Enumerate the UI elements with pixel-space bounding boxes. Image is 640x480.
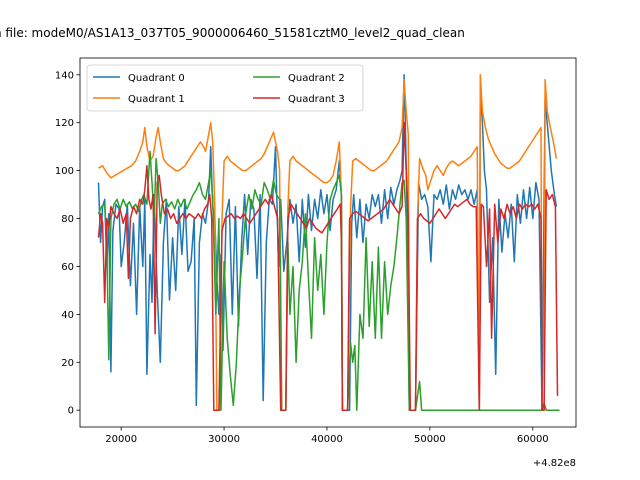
x-tick-label: 40000 — [311, 434, 343, 445]
axes-frame — [79, 57, 577, 428]
x-tick-label: 50000 — [414, 434, 446, 445]
x-axis: 20000 30000 40000 50000 60000 — [105, 427, 549, 445]
legend-label-quadrant-3: Quadrant 3 — [288, 94, 345, 105]
y-tick-label: 80 — [61, 214, 74, 225]
y-tick-label: 60 — [61, 262, 74, 273]
y-axis: 0 20 40 60 80 100 120 140 — [55, 70, 80, 417]
legend-label-quadrant-1: Quadrant 1 — [128, 94, 185, 105]
y-tick-label: 20 — [61, 358, 74, 369]
y-tick-label: 100 — [55, 166, 74, 177]
series-line-quadrant-2 — [97, 150, 560, 411]
x-tick-label: 60000 — [517, 434, 549, 445]
y-tick-label: 140 — [55, 70, 74, 81]
y-tick-label: 120 — [55, 118, 74, 129]
legend: Quadrant 0 Quadrant 1 Quadrant 2 Quadrant 3 — [86, 64, 364, 112]
chart-title: n file: modeM0/AS1A13_037T05_9000006460_… — [0, 26, 465, 40]
y-tick-label: 0 — [68, 406, 74, 417]
series-line-quadrant-3 — [97, 121, 559, 411]
series-layer — [97, 74, 560, 411]
legend-box — [86, 64, 364, 112]
series-line-quadrant-1 — [98, 74, 558, 411]
legend-label-quadrant-0: Quadrant 0 — [128, 73, 185, 84]
y-tick-label: 40 — [61, 310, 74, 321]
x-tick-label: 30000 — [208, 434, 240, 445]
legend-label-quadrant-2: Quadrant 2 — [288, 73, 345, 84]
x-offset-label: +4.82e8 — [533, 458, 576, 469]
x-tick-label: 20000 — [105, 434, 137, 445]
